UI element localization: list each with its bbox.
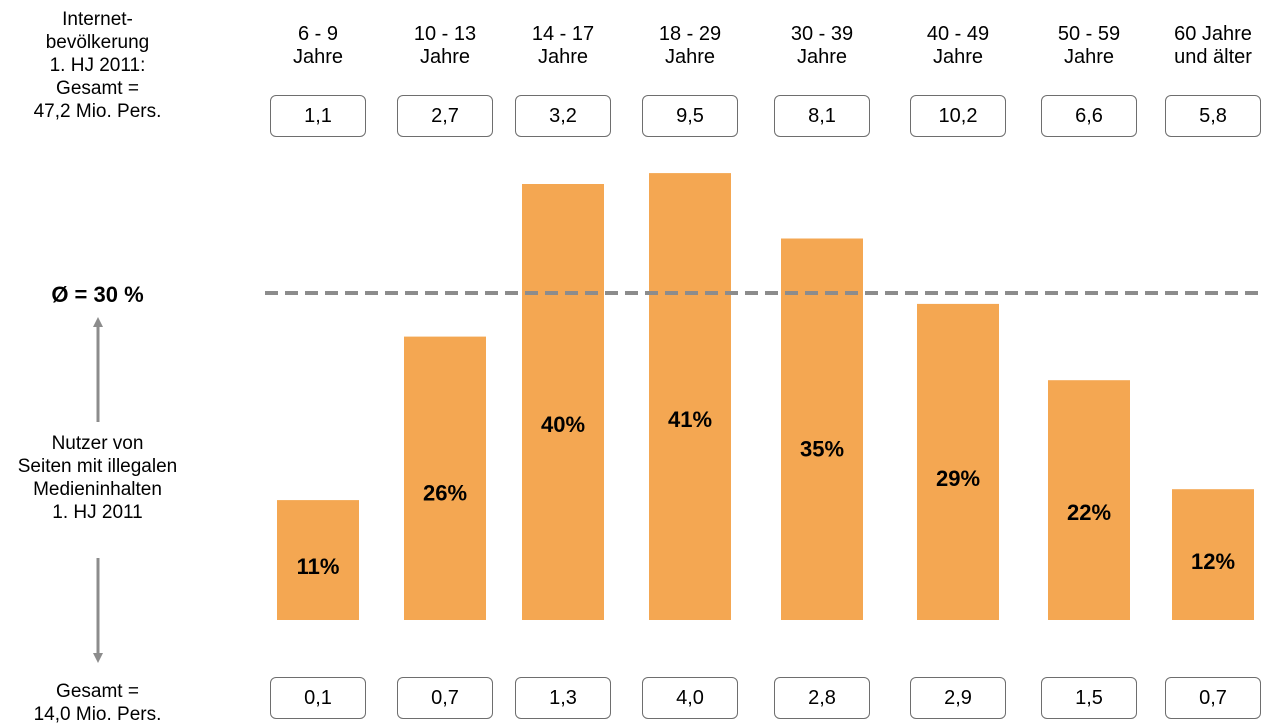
bar-value-label: 26% [423, 480, 467, 505]
illegal-users-box: 4,0 [642, 677, 738, 719]
illegal-users-box: 2,9 [910, 677, 1006, 719]
illegal-users-box: 0,7 [1165, 677, 1261, 719]
internet-population-box: 6,6 [1041, 95, 1137, 137]
illegal-users-box: 1,5 [1041, 677, 1137, 719]
internet-population-box: 10,2 [910, 95, 1006, 137]
category-label: 40 - 49 Jahre [926, 23, 990, 68]
illegal-users-box: 0,7 [397, 677, 493, 719]
illegal-users-box: 1,3 [515, 677, 611, 719]
bar [522, 184, 604, 620]
internet-population-box: 9,5 [642, 95, 738, 137]
internet-population-label: Internet- bevölkerung 1. HJ 2011: Gesamt… [33, 9, 162, 122]
bar-value-label: 40% [541, 412, 585, 437]
bar [1172, 489, 1254, 620]
illegal-users-box: 0,1 [270, 677, 366, 719]
category-label: 30 - 39 Jahre [790, 23, 854, 68]
average-label: Ø = 30 % [51, 282, 144, 307]
bar [649, 173, 731, 620]
internet-population-box: 3,2 [515, 95, 611, 137]
category-label: 50 - 59 Jahre [1057, 23, 1121, 68]
bar-value-label: 11% [297, 554, 340, 579]
bar [277, 500, 359, 620]
category-label: 18 - 29 Jahre [658, 23, 722, 68]
bar-value-label: 22% [1067, 500, 1111, 525]
bar-value-label: 12% [1191, 549, 1235, 574]
bar-value-label: 29% [936, 466, 980, 491]
bar-value-label: 35% [800, 436, 844, 461]
internet-population-box: 8,1 [774, 95, 870, 137]
illegal-users-label: Nutzer von Seiten mit illegalen Medienin… [17, 433, 178, 523]
bar [781, 238, 863, 620]
category-label: 14 - 17 Jahre [531, 23, 595, 68]
category-label: 10 - 13 Jahre [413, 23, 477, 68]
illegal-users-box: 2,8 [774, 677, 870, 719]
internet-population-box: 2,7 [397, 95, 493, 137]
internet-population-box: 5,8 [1165, 95, 1261, 137]
illegal-users-total-label: Gesamt = 14,0 Mio. Pers. [33, 681, 162, 725]
bar [917, 303, 999, 620]
bar [1048, 380, 1130, 620]
bar-value-label: 41% [668, 407, 712, 432]
category-label: 60 Jahre und älter [1174, 23, 1252, 68]
bar [404, 336, 486, 620]
internet-population-box: 1,1 [270, 95, 366, 137]
category-label: 6 - 9 Jahre [292, 23, 344, 68]
